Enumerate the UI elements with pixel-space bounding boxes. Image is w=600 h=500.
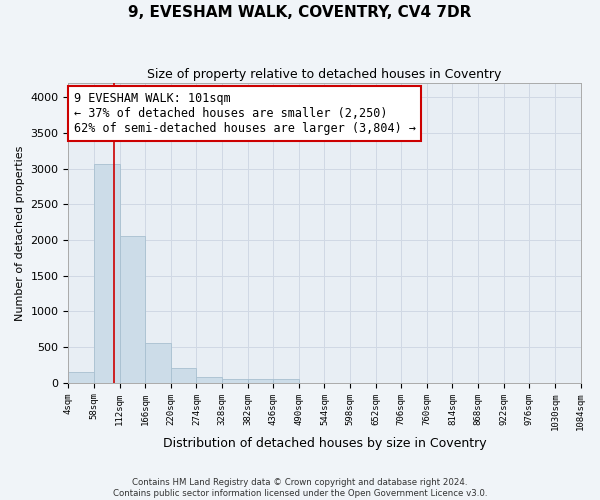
Bar (145, 344, 171, 382)
Bar (94, 164, 119, 382)
Bar (196, 377, 222, 382)
Bar (119, 236, 145, 382)
X-axis label: Distribution of detached houses by size in Coventry: Distribution of detached houses by size … (163, 437, 486, 450)
Text: 9, EVESHAM WALK, COVENTRY, CV4 7DR: 9, EVESHAM WALK, COVENTRY, CV4 7DR (128, 5, 472, 20)
Bar (68, 372, 94, 382)
Bar (222, 379, 248, 382)
Bar (248, 379, 273, 382)
Bar (273, 379, 299, 382)
Bar (171, 368, 196, 382)
Y-axis label: Number of detached properties: Number of detached properties (15, 145, 25, 320)
Text: Contains HM Land Registry data © Crown copyright and database right 2024.
Contai: Contains HM Land Registry data © Crown c… (113, 478, 487, 498)
Title: Size of property relative to detached houses in Coventry: Size of property relative to detached ho… (147, 68, 502, 80)
Text: 9 EVESHAM WALK: 101sqm
← 37% of detached houses are smaller (2,250)
62% of semi-: 9 EVESHAM WALK: 101sqm ← 37% of detached… (74, 92, 416, 135)
